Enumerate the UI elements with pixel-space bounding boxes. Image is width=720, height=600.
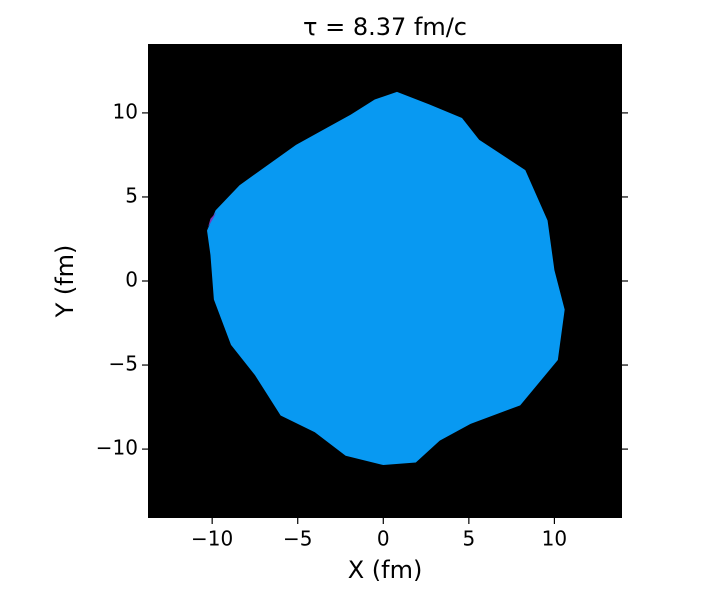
x-tick-label: 10 (542, 527, 567, 551)
y-tick-label: 5 (125, 183, 138, 207)
x-axis-label: X (fm) (348, 556, 423, 584)
x-tick-label: 5 (462, 527, 475, 551)
y-axis-label: Y (fm) (51, 245, 79, 319)
y-tick-label: 10 (113, 99, 138, 123)
x-tick-label: 0 (377, 527, 390, 551)
y-tick-label: 0 (125, 268, 138, 292)
y-tick-label: −5 (109, 352, 138, 376)
chart-title: τ = 8.37 fm/c (303, 13, 467, 41)
region (207, 91, 565, 466)
x-tick-label: −10 (191, 527, 233, 551)
x-tick-label: −5 (283, 527, 312, 551)
y-tick-label: −10 (96, 436, 138, 460)
